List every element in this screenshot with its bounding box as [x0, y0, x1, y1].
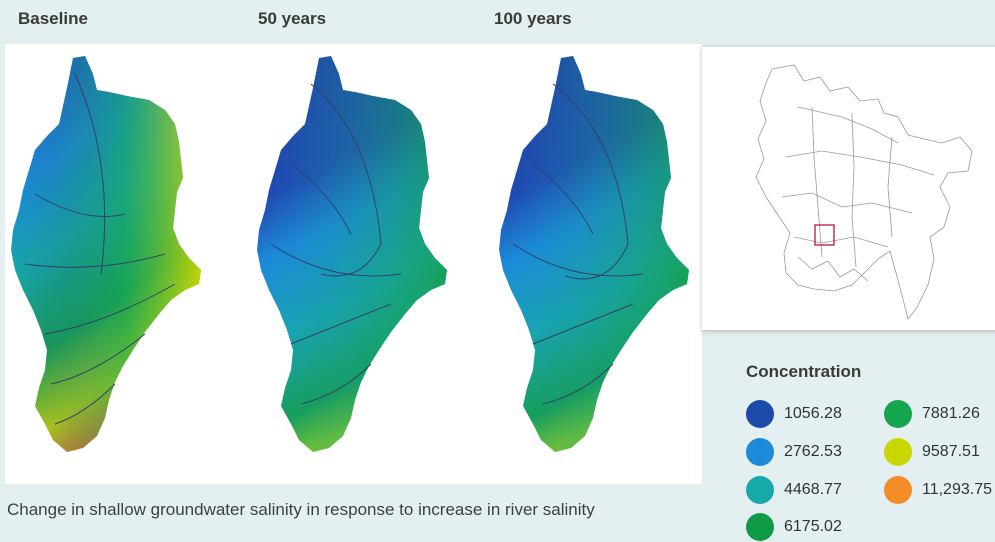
panel-title-baseline: Baseline [18, 9, 88, 28]
legend-swatch [746, 476, 774, 504]
legend-label: 11,293.75 [922, 481, 992, 498]
legend-label: 6175.02 [784, 518, 842, 535]
legend-label: 1056.28 [784, 405, 842, 422]
legend-item: 1056.28 [746, 400, 842, 428]
legend-swatch [746, 513, 774, 541]
legend-swatch [746, 438, 774, 466]
legend-swatch [746, 400, 774, 428]
legend-item: 7881.26 [884, 400, 980, 428]
figure-caption: Change in shallow groundwater salinity i… [7, 500, 595, 519]
legend-item: 2762.53 [746, 438, 842, 466]
legend-item: 9587.51 [884, 438, 980, 466]
legend-label: 2762.53 [784, 443, 842, 460]
legend-item: 6175.02 [746, 513, 842, 541]
100-years-salinity-map [499, 56, 689, 452]
legend-label: 9587.51 [922, 443, 980, 460]
legend-label: 7881.26 [922, 405, 980, 422]
legend-label: 4468.77 [784, 481, 842, 498]
legend-title: Concentration [746, 362, 862, 381]
study-area-marker [814, 224, 835, 246]
legend-swatch [884, 476, 912, 504]
legend-swatch [884, 438, 912, 466]
salinity-maps-panel [5, 44, 702, 484]
header-bar: Baseline 50 years 100 years [0, 0, 995, 44]
baseline-salinity-map [11, 56, 201, 452]
panel-title-100-years: 100 years [494, 9, 572, 28]
50-years-salinity-map [257, 56, 447, 452]
panel-title-50-years: 50 years [258, 9, 327, 28]
legend-item: 4468.77 [746, 476, 842, 504]
legend-item: 11,293.75 [884, 476, 992, 504]
bangladesh-locator-map [702, 47, 995, 330]
legend-swatch [884, 400, 912, 428]
